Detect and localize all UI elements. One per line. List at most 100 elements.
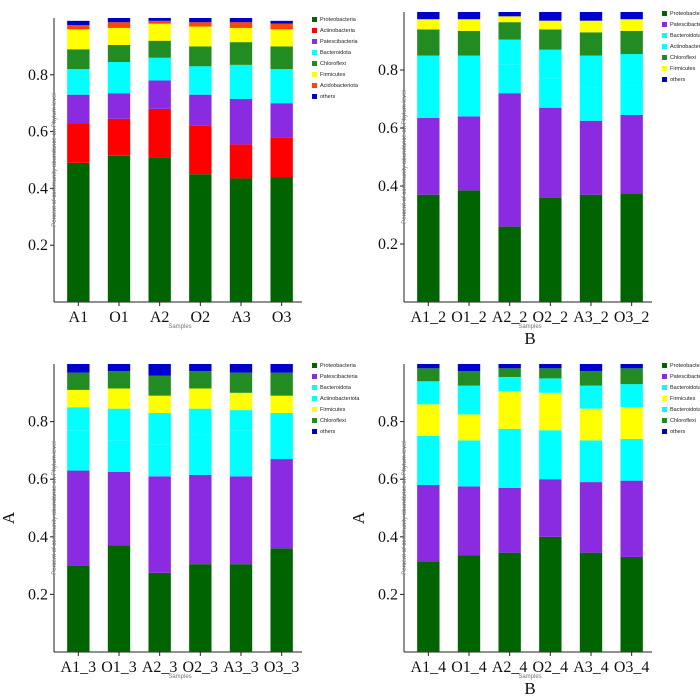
y-tick-label: 0.4	[28, 529, 48, 546]
bar-segment-a1-4-firmicutes	[417, 404, 440, 436]
bar-segment-a1-3-bacteroidota	[67, 430, 90, 471]
bar-segment-o3-3-chloroflexi	[270, 372, 293, 396]
bar-segment-o1-2-patescibacteria	[457, 116, 481, 191]
legend-swatch	[312, 396, 317, 401]
bar-segment-o2-3-patescibacteria	[189, 474, 212, 565]
bar-segment-a1-3-proteobacteria	[67, 565, 90, 652]
bar-segment-a3-bacteroidota	[229, 64, 253, 99]
legend-label: Proteobacteria	[320, 363, 357, 369]
x-tick-label: A2	[150, 309, 170, 326]
legend-label: Bacteroidota	[670, 407, 700, 413]
bar-segment-a3-3-proteobacteria	[229, 564, 253, 652]
bar-segment-a3-4-others	[579, 364, 603, 372]
x-tick-label: O2	[191, 309, 211, 326]
bar-segment-o1-bacteroidota	[107, 62, 131, 94]
bar-segment-o3-2-bacteroidota	[620, 85, 643, 115]
bar-segment-o3-3-proteobacteria	[270, 548, 293, 652]
legend-label: Bacteroidota	[670, 385, 700, 391]
bar-segment-a1-firmicutes	[67, 29, 90, 50]
bar-segment-a1-3-others	[67, 364, 90, 373]
legend-swatch	[312, 83, 317, 88]
legend-swatch	[662, 22, 667, 27]
legend-label: Patescibacteria	[320, 374, 359, 380]
legend-label: Firmicutes	[320, 72, 346, 78]
bar-segment-o3-2-actinobacteriota	[620, 54, 643, 86]
x-tick-label: A2_4	[492, 659, 528, 676]
bar-segment-a1-3-actinobacteriota	[67, 407, 90, 431]
bar-segment-a3-3-actinobacteriota	[229, 410, 253, 431]
bar-segment-a1-2-firmicutes	[417, 19, 440, 30]
legend-label: Chloroflexi	[670, 55, 696, 61]
bar-segment-a3-2-proteobacteria	[579, 194, 603, 302]
bar-segment-a2-3-actinobacteriota	[148, 412, 171, 445]
x-tick-label: A3_3	[223, 659, 259, 676]
bar-segment-o1-2-proteobacteria	[457, 190, 481, 302]
bar-segment-o2-3-proteobacteria	[189, 564, 212, 652]
x-tick-label: A1_4	[411, 659, 447, 676]
bar-segment-o3-2-others	[620, 12, 643, 20]
x-axis-title: Samples	[518, 674, 541, 680]
y-tick-label: 0.2	[28, 237, 48, 254]
bar-segment-o3-3-firmicutes	[270, 395, 293, 413]
bar-segment-a1-others	[67, 20, 90, 26]
bar-segment-a2-4-bacteroidota	[498, 376, 521, 392]
legend-label: Chloroflexi	[670, 418, 696, 424]
chart-panel-3: 0.2 0.4 0.6 0.8 Percent of community abundan…	[0, 363, 360, 680]
legend-swatch	[662, 11, 667, 16]
legend-label: Bacteroidota	[320, 385, 352, 391]
bar-segment-a1-3-patescibacteria	[67, 470, 90, 566]
legend-label: Patescibacteria	[320, 39, 359, 45]
bar-segment-a2-patescibacteria	[148, 80, 171, 109]
bar-segment-o3-4-bacteroidota	[620, 438, 643, 481]
bar-segment-o2-4-firmicutes	[539, 392, 562, 431]
bar-segment-a3-3-others	[229, 364, 253, 373]
bar-segment-a2-4-others	[498, 364, 521, 369]
bar-segment-a1-4-chloroflexi	[417, 368, 440, 382]
bar-segment-a2-acidobacteriota	[148, 20, 171, 24]
bar-segment-o3-actinobacteria	[270, 137, 293, 178]
bar-segment-a3-actinobacteria	[229, 144, 253, 179]
legend-swatch	[662, 385, 667, 390]
x-tick-label: O2_3	[183, 659, 219, 676]
bar-segment-o1-4-chloroflexi	[457, 371, 481, 386]
y-tick-label: 0.6	[378, 120, 398, 137]
bar-segment-o1-firmicutes	[107, 27, 131, 45]
chart-panel-2: 0.2 0.4 0.6 0.8 Percent of community abundan…	[378, 11, 700, 348]
bar-segment-o3-3-bacteroidota	[270, 436, 293, 460]
legend-swatch	[312, 17, 317, 22]
y-axis-title: Percent of community abundance on Phylum…	[52, 441, 58, 574]
bar-segment-a1-2-others	[417, 12, 440, 20]
chart-panel-1: 0.2 0.4 0.6 0.8 Percent of community abundan…	[28, 17, 359, 330]
bar-segment-a2-actinobacteria	[148, 108, 171, 158]
bar-segment-o1-2-bacteroidota	[457, 84, 481, 117]
bar-segment-o2-firmicutes	[189, 26, 212, 47]
bar-segment-o3-chloroflexi	[270, 46, 293, 70]
x-axis-title: Samples	[168, 324, 191, 330]
bar-segment-o1-4-others	[457, 364, 481, 372]
bar-segment-a1-4-bacteroidota	[417, 436, 440, 485]
x-axis-title: Samples	[168, 674, 191, 680]
bar-segment-a2-4-proteobacteria	[498, 552, 521, 652]
bar-segment-o2-3-firmicutes	[189, 388, 212, 409]
legend-label: Patescibacteria	[670, 22, 700, 28]
bar-segment-a1-2-proteobacteria	[417, 194, 440, 302]
bar-segment-a1-2-chloroflexi	[417, 29, 440, 56]
y-tick-label: 0.6	[378, 471, 398, 488]
legend-swatch	[312, 50, 317, 55]
y-tick-label: 0.4	[28, 180, 48, 197]
bar-segment-o1-4-bacteroidota	[457, 385, 481, 415]
bar-segment-a2-2-chloroflexi	[498, 22, 521, 40]
bar-segment-o3-others	[270, 20, 293, 24]
bar-segment-o2-chloroflexi	[189, 46, 212, 67]
y-axis-title: Percent of community abundance on Phylum…	[402, 90, 408, 223]
bar-segment-a3-4-proteobacteria	[579, 552, 603, 652]
bar-segment-o1-4-proteobacteria	[457, 555, 481, 652]
bar-segment-o3-4-bacteroidota	[620, 384, 643, 408]
legend-swatch	[312, 407, 317, 412]
x-tick-label: O1_4	[451, 659, 487, 676]
bar-segment-a2-proteobacteria	[148, 157, 171, 302]
legend-label: Patescibacteria	[670, 374, 700, 380]
bar-segment-o1-3-others	[107, 364, 131, 372]
bar-segment-o2-4-bacteroidota	[539, 430, 562, 480]
